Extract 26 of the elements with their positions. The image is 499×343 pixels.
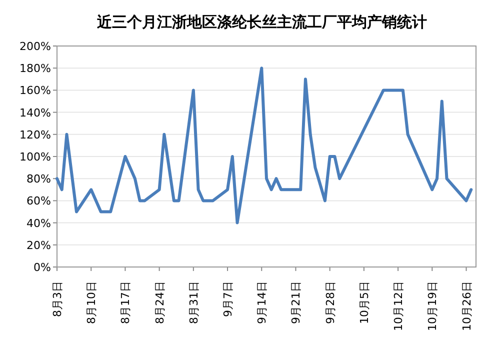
x-tick-label: 9月7日 — [222, 281, 235, 317]
x-tick-label: 10月5日 — [358, 281, 371, 324]
y-tick-label: 80% — [26, 172, 51, 186]
x-tick-label: 8月31日 — [187, 281, 200, 324]
y-tick-label: 180% — [20, 62, 51, 76]
x-tick-label: 9月14日 — [256, 281, 269, 324]
y-tick-label: 100% — [20, 150, 51, 164]
x-tick-label: 8月3日 — [51, 281, 64, 317]
x-tick-label: 8月17日 — [119, 281, 132, 324]
y-tick-label: 140% — [20, 106, 51, 120]
y-tick-label: 200% — [20, 40, 51, 53]
y-tick-label: 0% — [34, 261, 51, 274]
y-tick-label: 120% — [20, 128, 51, 142]
x-tick-label: 8月10日 — [85, 281, 98, 324]
y-tick-label: 40% — [26, 216, 51, 230]
x-tick-label: 8月24日 — [153, 281, 166, 324]
x-tick-label: 9月28日 — [324, 281, 337, 324]
line-series — [56, 66, 473, 224]
x-tick-label: 10月19日 — [426, 281, 440, 331]
x-tick-label: 10月26日 — [460, 281, 474, 331]
x-tick-label: 10月12日 — [392, 281, 406, 331]
y-tick-label: 60% — [26, 194, 51, 208]
x-tick-label: 9月21日 — [290, 281, 303, 324]
y-tick-label: 20% — [26, 238, 51, 252]
y-tick-label: 160% — [20, 84, 51, 98]
chart-title: 近三个月江浙地区涤纶长丝主流工厂平均产销统计 — [96, 13, 427, 31]
